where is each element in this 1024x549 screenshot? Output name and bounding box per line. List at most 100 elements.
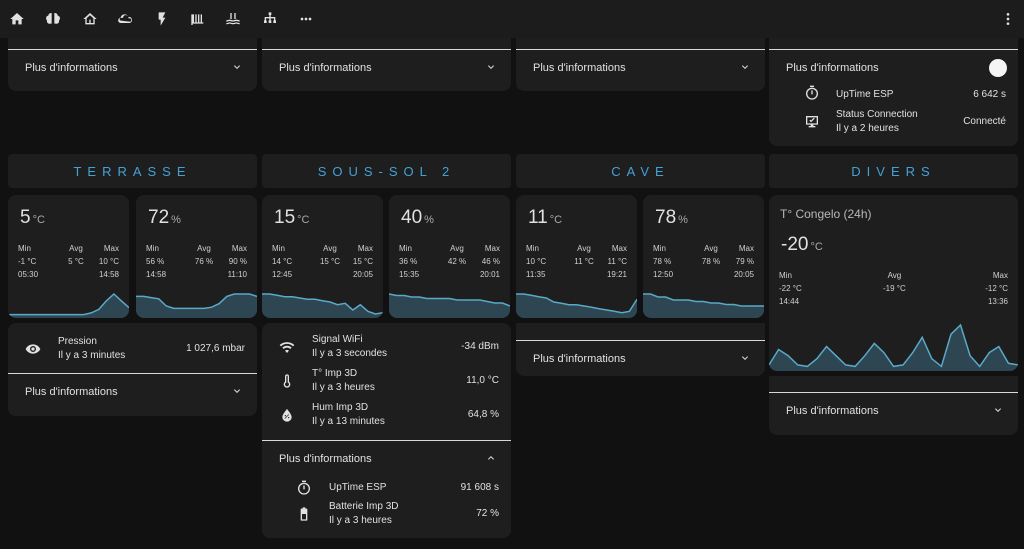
more-info-toggle[interactable]: Plus d'informations xyxy=(516,50,765,86)
stat-max-value: 10 °C xyxy=(98,257,119,266)
cave-bottom-card: Plus d'informations xyxy=(516,323,765,376)
stat-avg-label: Avg xyxy=(577,244,591,253)
stat-max-value: -12 °C xyxy=(985,284,1008,293)
pool-icon[interactable] xyxy=(221,7,245,31)
stat-min-value: 36 % xyxy=(399,257,418,266)
sparkline-line xyxy=(516,293,637,314)
entity-row[interactable]: T° Imp 3D Il y a 3 heures 11,0 °C xyxy=(262,367,511,395)
network-icon[interactable] xyxy=(258,7,282,31)
sensor-card[interactable]: 72% Min 56 % 14:58 Avg 76 % Max 90 % 11:10 xyxy=(136,195,257,318)
stat-min-label: Min xyxy=(146,244,159,253)
stat-max-time: 13:36 xyxy=(987,297,1008,306)
more-info-toggle[interactable]: Plus d'informations xyxy=(8,374,257,410)
more-info-label: Plus d'informations xyxy=(533,62,626,74)
entity-label: UpTime ESP xyxy=(329,482,387,493)
sensor-number: 78 xyxy=(655,207,677,228)
sparkline-area xyxy=(262,294,383,318)
header-terrasse: TERRASSE xyxy=(8,154,257,188)
stat-min-label: Min xyxy=(399,244,412,253)
sensor-sparkline xyxy=(516,293,637,318)
thermometer-icon xyxy=(279,373,295,389)
sensor-card[interactable]: 40% Min 36 % 15:35 Avg 42 % Max 46 % 20:01 xyxy=(389,195,510,318)
more-info-label: Plus d'informations xyxy=(279,453,372,465)
stat-max-value: 46 % xyxy=(481,257,500,266)
sensor-card[interactable]: 78% Min 78 % 12:50 Avg 78 % Max 79 % 20:05 xyxy=(643,195,764,318)
stat-min-time: 14:44 xyxy=(779,297,800,306)
entity-time: Il y a 13 minutes xyxy=(312,416,385,427)
entity-value: 72 % xyxy=(476,508,499,519)
more-info-toggle[interactable]: Plus d'informations xyxy=(262,441,511,477)
congelo-number: -20 xyxy=(781,234,809,255)
entity-row[interactable]: Hum Imp 3D Il y a 13 minutes 64,8 % xyxy=(262,401,511,429)
stat-max-time: 20:01 xyxy=(479,270,500,279)
status-value: Connecté xyxy=(963,116,1006,127)
cloud-icon[interactable] xyxy=(113,7,137,31)
stat-max-value: 11 °C xyxy=(607,257,627,266)
sensor-number: 15 xyxy=(274,207,296,228)
sensor-unit: % xyxy=(171,214,181,226)
more-info-toggle[interactable]: Plus d'informations xyxy=(516,341,765,377)
stat-min-value: 78 % xyxy=(653,257,672,266)
stat-avg-value: 76 % xyxy=(194,257,214,266)
sous-sol-entities-card: Signal WiFi Il y a 3 secondes -34 dBm T°… xyxy=(262,323,511,538)
timer-icon xyxy=(804,85,820,101)
sparkline-line xyxy=(643,293,764,307)
sous-sol-top-card: Plus d'informations xyxy=(262,38,511,91)
sensor-unit: % xyxy=(678,214,688,226)
sensor-sparkline xyxy=(643,293,764,318)
cave-top-card: Plus d'informations xyxy=(516,38,765,91)
brain-icon[interactable] xyxy=(41,7,65,31)
more-info-toggle[interactable]: Plus d'informations xyxy=(8,50,257,86)
house-outline-icon[interactable] xyxy=(78,7,102,31)
stat-max-label: Max xyxy=(738,244,754,253)
sparkline-area xyxy=(389,294,510,318)
sensor-card[interactable]: 5 °C Min -1 °C 05:30 Avg 5 °C Max 10 °C 14:58 xyxy=(8,195,129,318)
divers-top-card: Plus d'informations UpTime ESP 6 642 s S… xyxy=(769,38,1018,146)
stat-avg-value: 42 % xyxy=(447,257,467,266)
sensor-unit: °C xyxy=(32,214,45,226)
sensor-card[interactable]: 15 °C Min 14 °C 12:45 Avg 15 °C Max 15 °C 20:0… xyxy=(262,195,383,318)
sensor-value: 72% xyxy=(148,207,181,229)
stat-min-time: 05:30 xyxy=(18,270,39,279)
stat-min-label: Min xyxy=(18,244,31,253)
dots-vertical-icon[interactable] xyxy=(998,9,1018,29)
stat-max-value: 90 % xyxy=(228,257,247,266)
more-info-toggle[interactable]: Plus d'informations xyxy=(262,50,511,86)
more-horizontal-icon[interactable] xyxy=(294,7,318,31)
lightning-icon[interactable] xyxy=(150,7,174,31)
chevron-up-icon xyxy=(488,456,494,460)
pression-row[interactable]: Pression Il y a 3 minutes 1 027,6 mbar xyxy=(8,335,257,363)
chevron-down-icon xyxy=(742,65,748,69)
entity-value: 91 608 s xyxy=(460,482,499,493)
stat-max-time: 14:58 xyxy=(98,270,119,279)
uptime-row[interactable]: UpTime ESP 6 642 s xyxy=(769,85,1018,103)
uptime-value: 6 642 s xyxy=(973,89,1006,100)
sensor-sparkline xyxy=(8,292,129,318)
entity-row[interactable]: UpTime ESP 91 608 s xyxy=(262,474,511,502)
sparkline-area xyxy=(136,294,257,318)
stat-avg-label: Avg xyxy=(323,244,337,253)
expanded-toggle[interactable] xyxy=(989,59,1007,77)
more-info-toggle[interactable]: Plus d'informations xyxy=(769,393,1018,429)
stat-max-label: Max xyxy=(484,244,500,253)
entity-row[interactable]: Batterie Imp 3D Il y a 3 heures 72 % xyxy=(262,500,511,528)
stat-avg-label: Avg xyxy=(197,244,211,253)
stat-min-value: 56 % xyxy=(146,257,165,266)
sensor-value: 15 °C xyxy=(274,207,309,229)
radiator-icon[interactable] xyxy=(186,7,210,31)
congelo-sparkline xyxy=(769,323,1018,371)
sensor-value: 40% xyxy=(401,207,434,229)
stat-min-time: 11:35 xyxy=(526,270,546,279)
status-connection-row[interactable]: Status Connection Il y a 2 heures Connec… xyxy=(769,108,1018,136)
status-time: Il y a 2 heures xyxy=(836,123,899,134)
congelo-card[interactable]: T° Congelo (24h) -20 °C Min -22 °C 14:44 Av… xyxy=(769,195,1018,371)
stat-min-time: 12:50 xyxy=(653,270,674,279)
home-icon[interactable] xyxy=(5,7,29,31)
terrasse-top-card: Plus d'informations xyxy=(8,38,257,91)
sensor-card[interactable]: 11 °C Min 10 °C 11:35 Avg 11 °C Max 11 °C 19:2… xyxy=(516,195,637,318)
water-percent-icon xyxy=(279,407,295,423)
more-info-toggle[interactable]: Plus d'informations xyxy=(769,50,1018,86)
header-sous-sol-2: SOUS-SOL 2 xyxy=(262,154,511,188)
entity-row[interactable]: Signal WiFi Il y a 3 secondes -34 dBm xyxy=(262,333,511,361)
stat-min-time: 12:45 xyxy=(272,270,293,279)
